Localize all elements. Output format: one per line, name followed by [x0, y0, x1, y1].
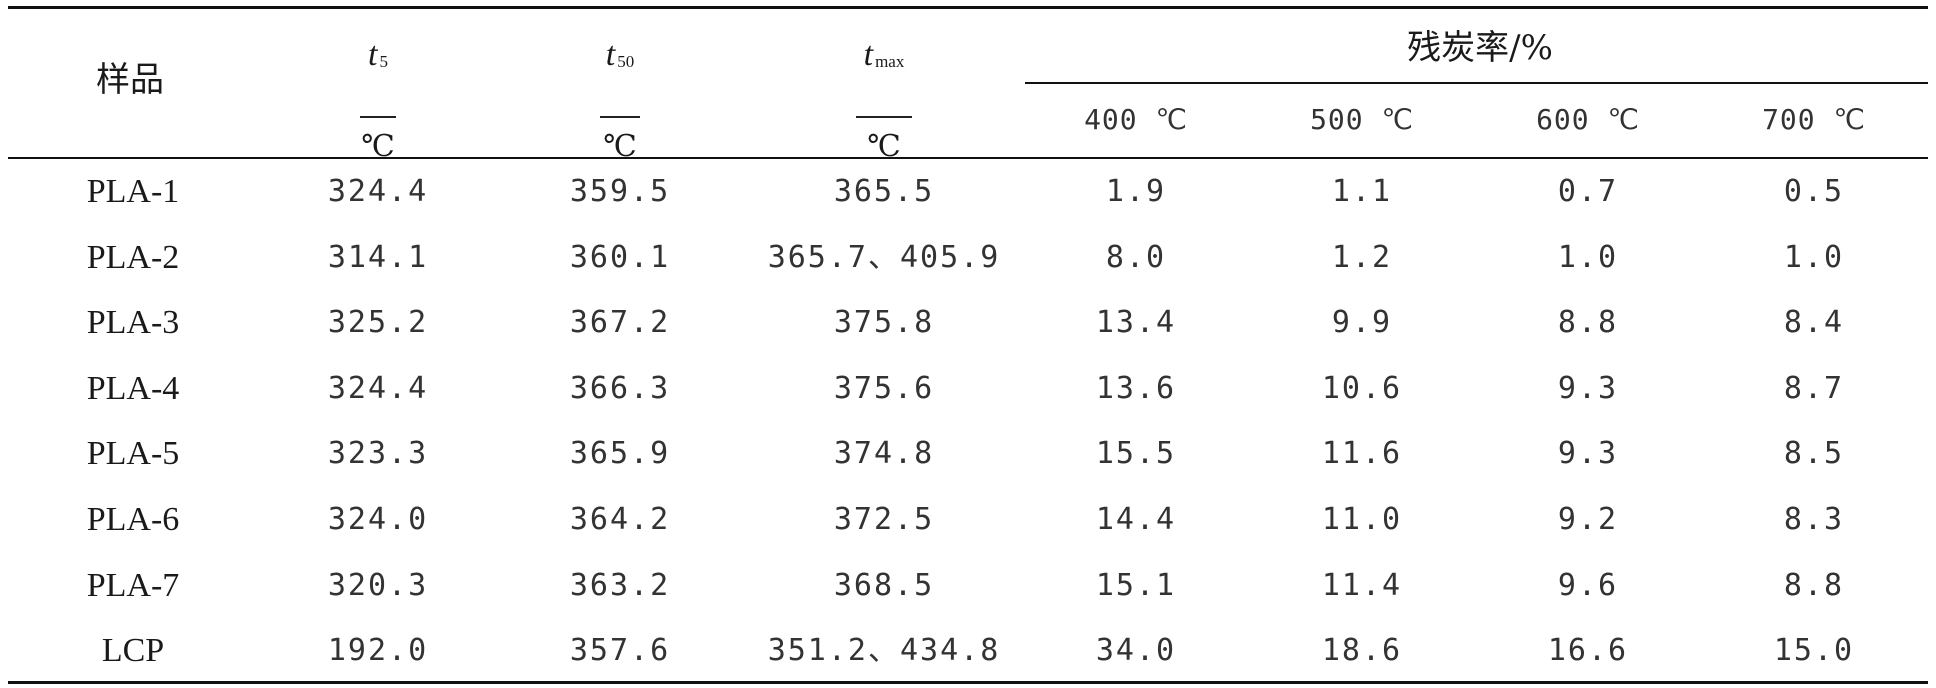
t5-cell: 324.0: [327, 502, 429, 537]
t50-cell: 364.2: [569, 502, 671, 537]
c700-cell: 8.3: [1783, 502, 1845, 537]
tmax-unit: ℃: [867, 129, 901, 164]
c500-cell: 18.6: [1321, 633, 1403, 669]
tmax-cell: 374.8: [833, 436, 935, 472]
sample-name-cell: PLA-1: [86, 173, 180, 210]
t50-fraction-bar: [600, 116, 640, 118]
sample-name-cell: PLA-3: [86, 304, 180, 342]
t50-unit: ℃: [603, 129, 637, 164]
sample-name-cell: LCP: [101, 632, 165, 670]
c500-cell: 11.4: [1321, 567, 1403, 603]
t5-cell: 192.0: [327, 633, 429, 669]
t5-cell: 324.4: [327, 174, 429, 209]
c500-cell: 11.0: [1321, 502, 1403, 537]
c400-cell: 14.4: [1095, 502, 1177, 537]
header-char-700: 700 ℃: [1762, 103, 1866, 136]
sample-name-cell: PLA-6: [86, 501, 180, 538]
sample-name-cell: PLA-4: [86, 369, 180, 407]
header-char-600: 600 ℃: [1536, 103, 1640, 136]
c400-cell: 15.5: [1095, 436, 1177, 472]
c400-cell: 1.9: [1105, 174, 1167, 209]
c500-cell: 1.2: [1331, 239, 1393, 275]
c400-cell: 13.6: [1095, 370, 1177, 406]
c500-cell: 1.1: [1331, 174, 1393, 209]
tmax-var: t: [863, 36, 874, 73]
tmax-cell: 365.7、405.9: [767, 239, 1001, 275]
c700-cell: 8.5: [1783, 436, 1845, 472]
c700-cell: 8.4: [1783, 305, 1845, 341]
c600-cell: 8.8: [1557, 305, 1619, 341]
header-char-residue: 残炭率/%: [1407, 28, 1553, 68]
sample-name-cell: PLA-7: [86, 566, 180, 604]
t5-unit: ℃: [361, 129, 395, 164]
t5-cell: 320.3: [327, 567, 429, 603]
sample-name-cell: PLA-2: [86, 238, 180, 276]
c700-cell: 8.8: [1783, 567, 1845, 603]
t5-cell: 314.1: [327, 239, 429, 275]
c400-cell: 13.4: [1095, 305, 1177, 341]
c400-cell: 8.0: [1105, 239, 1167, 275]
header-char-500: 500 ℃: [1310, 103, 1414, 136]
t50-cell: 359.5: [569, 174, 671, 209]
t50-var: t: [605, 36, 616, 73]
c600-cell: 16.6: [1547, 633, 1629, 669]
t5-cell: 324.4: [327, 370, 429, 406]
t5-cell: 323.3: [327, 436, 429, 472]
c700-cell: 1.0: [1783, 239, 1845, 275]
t50-cell: 365.9: [569, 436, 671, 472]
t5-cell: 325.2: [327, 305, 429, 341]
t5-sub: 5: [379, 52, 388, 71]
t50-cell: 367.2: [569, 305, 671, 341]
tmax-cell: 375.8: [833, 305, 935, 341]
bottom-rule: [8, 681, 1928, 684]
c500-cell: 9.9: [1331, 305, 1393, 341]
c600-cell: 0.7: [1557, 174, 1619, 209]
c600-cell: 9.3: [1557, 436, 1619, 472]
c600-cell: 9.3: [1557, 370, 1619, 406]
top-rule: [8, 6, 1928, 9]
group-rule: [1025, 82, 1928, 84]
header-char-400: 400 ℃: [1084, 103, 1188, 136]
tmax-fraction-bar: [856, 116, 912, 118]
c400-cell: 34.0: [1095, 633, 1177, 669]
c500-cell: 11.6: [1321, 436, 1403, 472]
tmax-cell: 351.2、434.8: [767, 633, 1001, 669]
header-sample: 样品: [96, 60, 164, 100]
header-bottom-rule: [8, 157, 1928, 159]
t50-cell: 366.3: [569, 370, 671, 406]
c600-cell: 1.0: [1557, 239, 1619, 275]
tmax-cell: 372.5: [833, 502, 935, 537]
c400-cell: 15.1: [1095, 567, 1177, 603]
c700-cell: 0.5: [1783, 174, 1845, 209]
tmax-cell: 368.5: [833, 567, 935, 603]
t50-cell: 357.6: [569, 633, 671, 669]
t50-sub: 50: [617, 52, 635, 71]
sample-name-cell: PLA-5: [86, 435, 180, 473]
t50-cell: 360.1: [569, 239, 671, 275]
c700-cell: 8.7: [1783, 370, 1845, 406]
tmax-sub: max: [875, 52, 905, 71]
tmax-cell: 365.5: [833, 174, 935, 209]
c600-cell: 9.6: [1557, 567, 1619, 603]
t50-cell: 363.2: [569, 567, 671, 603]
t5-var: t: [368, 36, 378, 73]
t5-fraction-bar: [360, 116, 396, 118]
tmax-cell: 375.6: [833, 370, 935, 406]
c600-cell: 9.2: [1557, 502, 1619, 537]
c500-cell: 10.6: [1321, 370, 1403, 406]
c700-cell: 15.0: [1773, 633, 1855, 669]
